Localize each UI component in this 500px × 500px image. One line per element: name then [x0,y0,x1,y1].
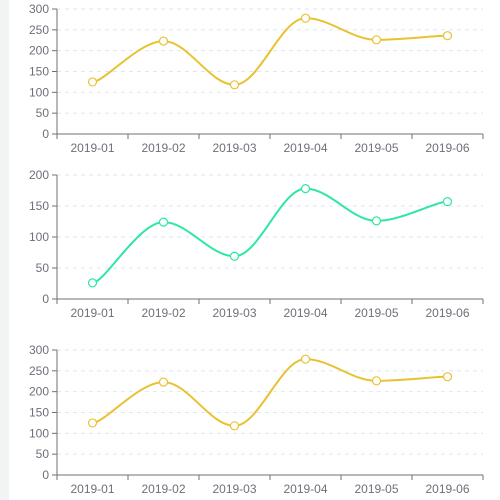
x-tick-label: 2019-06 [425,306,469,320]
data-point [442,31,453,41]
x-tick-label: 2019-02 [141,482,185,496]
y-tick-label: 200 [29,168,49,182]
data-point [371,216,382,226]
x-tick-label: 2019-02 [141,306,185,320]
data-point [300,184,311,194]
left-rail [0,0,9,500]
chart-3: 0 50 100 150 200 250 300 2019-01 2019-02 2019-03 2… [29,343,484,496]
x-tick-label: 2019-06 [425,141,469,155]
data-point [87,77,98,87]
series-line [92,187,448,284]
x-tick-label: 2019-03 [212,306,256,320]
series-line [92,17,448,86]
y-tick-label: 300 [29,2,49,16]
charts-canvas: 0 50 100 150 200 250 300 2019-01 2019-02 2019-03 2… [29,2,484,496]
y-tick-label: 100 [29,426,49,440]
data-point [87,278,98,288]
y-tick-label: 150 [29,65,49,79]
x-tick-label: 2019-01 [70,482,114,496]
y-tick-label: 250 [29,23,49,37]
chart-area: 0 50 100 150 200 250 300 2019-01 2019-02 2019-03 2… [9,0,500,500]
x-tick-label: 2019-06 [425,482,469,496]
data-point [442,197,453,207]
y-tick-label: 200 [29,385,49,399]
x-tick-label: 2019-01 [70,306,114,320]
x-tick-label: 2019-01 [70,141,114,155]
data-point [229,80,240,90]
y-tick-label: 150 [29,199,49,213]
series-line [92,358,448,427]
x-tick-label: 2019-04 [283,141,327,155]
x-tick-label: 2019-05 [354,306,398,320]
x-tick-label: 2019-03 [212,482,256,496]
data-point [158,377,169,387]
data-point [87,418,98,428]
data-point [300,13,311,23]
y-tick-label: 0 [42,292,49,306]
data-point [158,217,169,227]
y-tick-label: 100 [29,85,49,99]
x-tick-label: 2019-04 [283,306,327,320]
x-tick-label: 2019-05 [354,482,398,496]
data-point [300,354,311,364]
x-tick-label: 2019-03 [212,141,256,155]
data-point [371,35,382,45]
y-tick-label: 0 [42,468,49,482]
data-point [229,421,240,431]
y-tick-label: 50 [36,261,50,275]
y-tick-label: 50 [36,106,50,120]
x-tick-label: 2019-05 [354,141,398,155]
y-tick-label: 250 [29,364,49,378]
x-tick-label: 2019-02 [141,141,185,155]
data-point [158,36,169,46]
y-tick-label: 50 [36,447,50,461]
data-point [229,251,240,261]
x-tick-label: 2019-04 [283,482,327,496]
data-point [371,376,382,386]
y-tick-label: 0 [42,127,49,141]
y-tick-label: 200 [29,44,49,58]
y-tick-label: 150 [29,406,49,420]
chart-1: 0 50 100 150 200 250 300 2019-01 2019-02 2019-03 2… [29,2,484,155]
data-point [442,372,453,382]
y-tick-label: 300 [29,343,49,357]
y-tick-label: 100 [29,230,49,244]
chart-2: 0 50 100 150 200 2019-01 2019-02 2019-03 2019-04… [29,168,484,320]
